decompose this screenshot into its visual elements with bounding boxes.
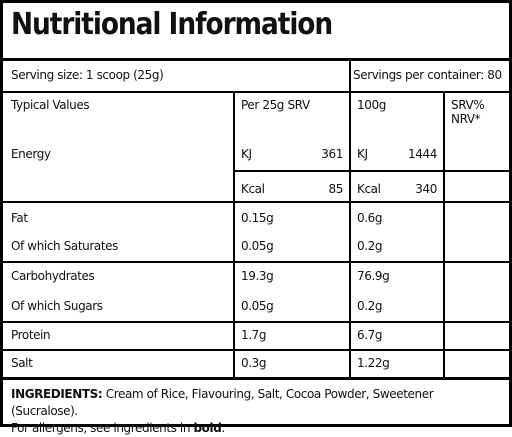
servings-per-container: Servings per container: 80 (353, 68, 502, 82)
nutrient-serving-value: 0.3g (241, 356, 267, 370)
nutrient-100g-value: 76.9g (357, 269, 390, 283)
divider (3, 201, 509, 203)
header-per-serving: Per 25g SRV (241, 98, 310, 112)
nutrient-100g-value: 0.2g (357, 299, 383, 313)
nutrient-label: Of which Saturates (11, 239, 118, 253)
energy-kcal-unit: Kcal (357, 182, 381, 196)
energy-kj-serving: 361 (321, 147, 343, 161)
divider (233, 170, 509, 172)
divider (3, 377, 509, 380)
nutrient-100g-value: 0.6g (357, 211, 383, 225)
nutrient-100g-value: 0.2g (357, 239, 383, 253)
allergen-note: For allergens, see ingredients in bold. (11, 420, 503, 437)
nutrient-serving-value: 0.05g (241, 239, 274, 253)
energy-kcal-serving: 85 (328, 182, 344, 196)
nutrient-serving-value: 1.7g (241, 328, 267, 342)
energy-kj-unit: KJ (241, 147, 252, 161)
nutrient-serving-value: 0.15g (241, 211, 274, 225)
nutrient-100g-value: 6.7g (357, 328, 383, 342)
allergen-prefix: For allergens, see ingredients in (11, 421, 194, 435)
panel-title: Nutritional Information (11, 7, 333, 42)
energy-label: Energy (11, 147, 51, 161)
energy-kcal-100g: 340 (415, 182, 437, 196)
nutrient-label: Carbohydrates (11, 269, 95, 283)
allergen-suffix: . (221, 421, 225, 435)
nutrient-label: Of which Sugars (11, 299, 103, 313)
energy-kj-unit: KJ (357, 147, 368, 161)
allergen-bold: bold (193, 421, 222, 435)
ingredients-heading: INGREDIENTS: (11, 387, 103, 401)
header-nrv: SRV% (451, 98, 485, 112)
nutrient-100g-value: 1.22g (357, 356, 390, 370)
divider (349, 91, 351, 377)
ingredients-line: INGREDIENTS: Cream of Rice, Flavouring, … (11, 386, 503, 420)
divider (3, 91, 509, 93)
nutrient-label: Fat (11, 211, 28, 225)
ingredients-block: INGREDIENTS: Cream of Rice, Flavouring, … (11, 386, 503, 437)
header-per-100g: 100g (357, 98, 386, 112)
divider (3, 261, 509, 263)
divider (443, 91, 445, 377)
header-typical-values: Typical Values (11, 98, 90, 112)
divider (3, 58, 509, 61)
divider (349, 58, 351, 91)
nutrient-serving-value: 0.05g (241, 299, 274, 313)
header-nrv: NRV* (451, 112, 481, 126)
divider (233, 91, 235, 377)
energy-kj-100g: 1444 (408, 147, 437, 161)
energy-kcal-unit: Kcal (241, 182, 265, 196)
divider (3, 349, 509, 351)
nutrient-serving-value: 19.3g (241, 269, 274, 283)
nutrient-label: Salt (11, 356, 33, 370)
serving-size: Serving size: 1 scoop (25g) (11, 68, 164, 82)
ingredients-text: Cream of Rice, Flavouring, Salt, Cocoa P… (11, 387, 434, 418)
divider (3, 321, 509, 323)
nutrient-label: Protein (11, 328, 51, 342)
